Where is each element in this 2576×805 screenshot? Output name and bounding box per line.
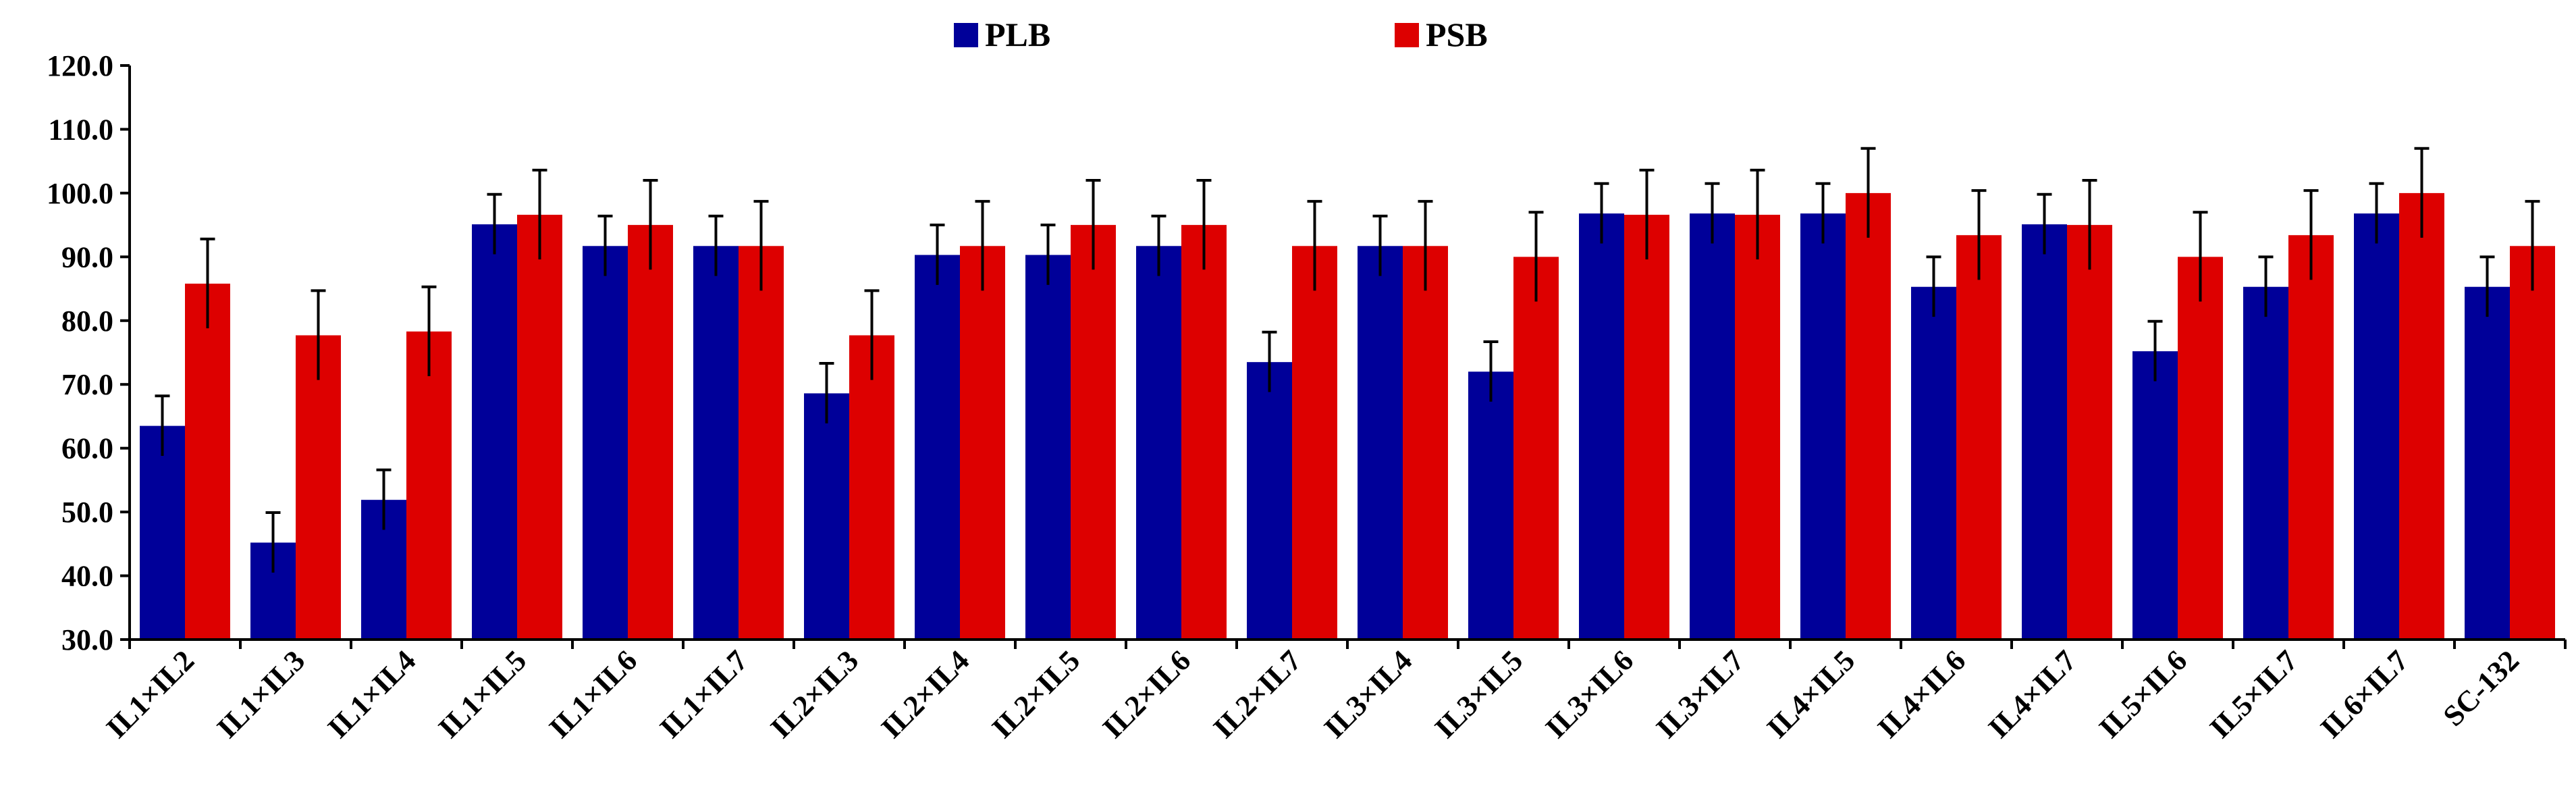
error-bars [155, 147, 2540, 573]
x-tick-label: IL1×IL2 [100, 644, 200, 744]
bar-psb [1181, 225, 1227, 640]
bar-psb [849, 335, 894, 640]
bar-psb [1513, 257, 1559, 640]
bar-plb [2354, 213, 2399, 640]
bar-psb [2399, 192, 2444, 640]
x-axis-ticks: IL1×IL2 IL1×IL3 IL1×IL4 IL1×IL5 IL1×IL6 IL1×I… [100, 640, 2567, 745]
y-tick-label: 30.0 [61, 623, 113, 656]
x-tick-label: IL5×IL7 [2203, 644, 2304, 744]
bar-plb [693, 246, 739, 640]
bar-psb [739, 246, 784, 640]
bar-plb [804, 393, 849, 640]
legend-swatch-plb [954, 23, 978, 47]
y-tick-label: 110.0 [48, 113, 113, 146]
bar-psb [185, 284, 230, 640]
bar-plb [1136, 246, 1181, 640]
x-tick-label: IL4×IL6 [1871, 644, 1972, 744]
bar-plb [2022, 224, 2067, 640]
bar-psb [2067, 225, 2112, 640]
x-tick-label: IL1×IL3 [211, 644, 311, 744]
bar-psb [406, 331, 452, 640]
bar-psb [1071, 225, 1116, 640]
bar-plb [1579, 213, 1624, 640]
bar-psb [1403, 246, 1448, 640]
bar-psb [1735, 215, 1780, 640]
bar-plb [2465, 286, 2510, 640]
x-tick-label: IL1×IL7 [653, 644, 754, 744]
y-tick-label: 120.0 [47, 49, 113, 82]
x-tick-label: IL4×IL7 [1982, 644, 2083, 744]
y-tick-label: 70.0 [61, 368, 113, 401]
bar-psb [296, 335, 341, 640]
bar-plb [2243, 286, 2288, 640]
x-tick-label: IL5×IL6 [2093, 644, 2193, 744]
bar-psb [1624, 215, 1669, 640]
x-tick-label: IL3×IL4 [1318, 644, 1418, 744]
bar-plb [1358, 246, 1403, 640]
bar-plb [1247, 362, 1292, 640]
legend-label-psb: PSB [1426, 16, 1488, 53]
bar-plb [915, 255, 960, 640]
bar-plb [1911, 286, 1956, 640]
y-tick-label: 40.0 [61, 560, 113, 593]
x-tick-label: IL2×IL7 [1207, 644, 1308, 744]
bars [140, 192, 2555, 640]
bar-plb [1468, 371, 1513, 640]
bar-psb [960, 246, 1005, 640]
bar-psb [1292, 246, 1337, 640]
y-tick-label: 90.0 [61, 240, 113, 274]
x-tick-label: IL3×IL6 [1539, 644, 1640, 744]
x-tick-label: SC-132 [2437, 644, 2525, 732]
y-tick-label: 50.0 [61, 496, 113, 529]
x-tick-label: IL2×IL6 [1096, 644, 1197, 744]
legend: PLB PSB [954, 16, 1488, 53]
bar-psb [2288, 235, 2334, 640]
bar-psb [2510, 246, 2555, 640]
bar-plb [1690, 213, 1735, 640]
x-tick-label: IL1×IL6 [543, 644, 643, 744]
bar-psb [1956, 235, 2002, 640]
y-tick-label: 80.0 [61, 305, 113, 338]
bar-plb [1800, 213, 1846, 640]
bar-plb [2132, 351, 2178, 640]
bar-psb [517, 215, 562, 640]
bar-psb [2178, 257, 2223, 640]
x-tick-label: IL1×IL5 [432, 644, 533, 744]
x-tick-label: IL1×IL4 [321, 644, 422, 744]
legend-label-plb: PLB [985, 16, 1050, 53]
x-tick-label: IL2×IL4 [875, 644, 975, 744]
x-tick-label: IL2×IL5 [986, 644, 1086, 744]
x-tick-label: IL6×IL7 [2314, 644, 2415, 744]
bar-plb [472, 224, 517, 640]
x-tick-label: IL4×IL5 [1761, 644, 1861, 744]
legend-swatch-psb [1395, 23, 1419, 47]
bar-psb [628, 225, 673, 640]
x-tick-label: IL3×IL5 [1428, 644, 1529, 744]
y-tick-label: 60.0 [61, 432, 113, 465]
bar-psb [1846, 192, 1891, 640]
bar-plb [583, 246, 628, 640]
y-axis-ticks: 30.0 40.0 50.0 60.0 70.0 80.0 90.0 100.0 110.0 12… [47, 49, 130, 656]
bar-plb [140, 425, 185, 640]
x-tick-label: IL3×IL7 [1650, 644, 1750, 744]
bar-plb [1025, 255, 1071, 640]
x-tick-label: IL2×IL3 [764, 644, 865, 744]
y-tick-label: 100.0 [47, 177, 113, 210]
